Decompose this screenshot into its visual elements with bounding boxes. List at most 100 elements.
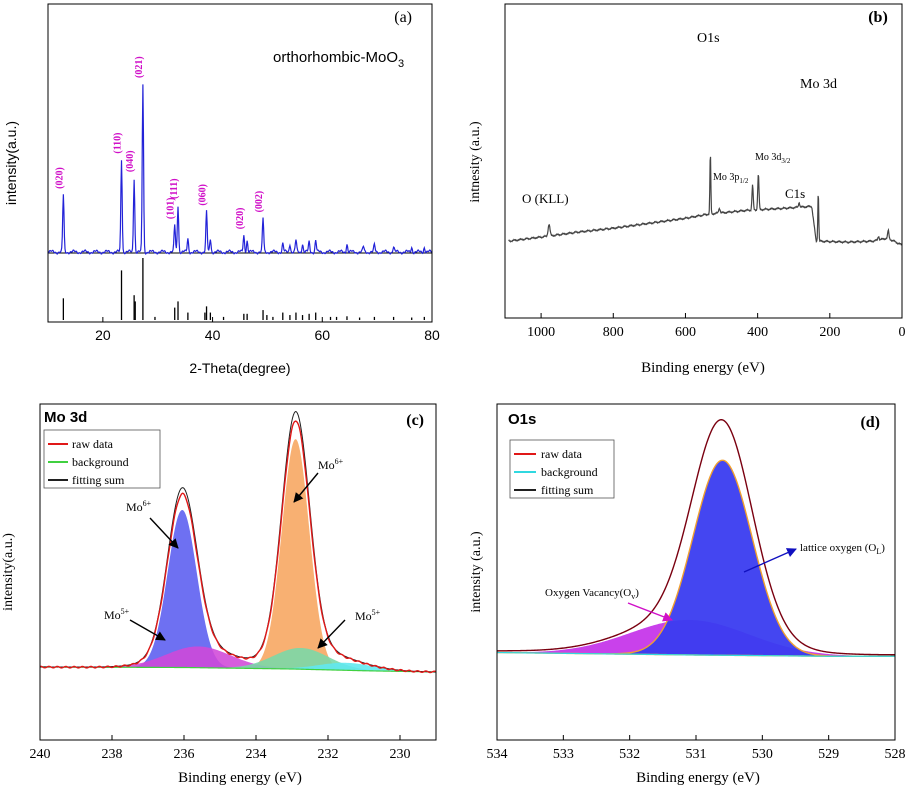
x-tick-label: 531 bbox=[686, 747, 707, 762]
legend-bg-label: background bbox=[541, 465, 598, 479]
x-tick-label: 0 bbox=[899, 325, 906, 340]
panel-a-xrd-pattern bbox=[48, 84, 432, 255]
label-oxygen-vacancy: Oxygen Vacancy(Ov) bbox=[545, 587, 639, 601]
panel-a-xlabel: 2-Theta(degree) bbox=[189, 360, 290, 376]
panel-b-label: (b) bbox=[868, 9, 888, 26]
x-tick-label: 534 bbox=[487, 747, 508, 762]
annotation-o-kll: O (KLL) bbox=[522, 191, 569, 206]
legend-bg-label: background bbox=[72, 455, 129, 469]
hkl-label: (002) bbox=[254, 191, 265, 213]
panel-a-frame bbox=[47, 3, 433, 323]
hkl-label: (111) bbox=[169, 178, 180, 199]
x-tick-label: 530 bbox=[752, 747, 773, 762]
x-tick-label: 20 bbox=[95, 327, 111, 343]
x-tick-label: 200 bbox=[819, 325, 840, 340]
panel-d-fitting-sum-line bbox=[497, 419, 895, 656]
x-tick-label: 528 bbox=[885, 747, 906, 762]
panel-b-xlabel: Binding energy (eV) bbox=[641, 360, 765, 376]
panel-c-x-ticks: 240 238 236 234 232 230 bbox=[30, 735, 411, 762]
x-tick-label: 533 bbox=[553, 747, 574, 762]
panel-a-plot: (020) (110)(040) (021) (101)(111) (060) (020)… bbox=[48, 56, 432, 320]
legend-box bbox=[43, 429, 161, 489]
panel-d-plot bbox=[497, 419, 895, 657]
legend-sum-label: fitting sum bbox=[541, 483, 594, 497]
label-mo5-right: Mo5+ bbox=[355, 608, 381, 623]
panel-c-raw-data-line bbox=[40, 420, 436, 674]
panel-c-legend: raw data background fitting sum bbox=[43, 429, 161, 489]
label-mo6-right: Mo6+ bbox=[318, 457, 344, 472]
panel-b-ylabel: intnesity (a.u.) bbox=[468, 121, 483, 203]
panel-b-x-ticks: 1000 800 600 400 200 0 bbox=[527, 313, 906, 340]
arrow-lattice-oxygen bbox=[743, 548, 797, 573]
component-fill-0 bbox=[40, 510, 436, 672]
hkl-label: (040) bbox=[125, 150, 136, 172]
panel-a-title: orthorhombic-MoO3 bbox=[273, 49, 404, 70]
panel-d: 534 533 532 531 530 529 528 O1s (d) Binding en… bbox=[469, 403, 906, 786]
x-tick-label: 234 bbox=[246, 747, 267, 762]
legend-raw-label: raw data bbox=[72, 437, 114, 451]
label-mo6-left: Mo6+ bbox=[126, 499, 152, 514]
hkl-label: (110) bbox=[113, 132, 124, 153]
x-tick-label: 529 bbox=[818, 747, 839, 762]
hkl-label: (020) bbox=[54, 167, 65, 189]
x-tick-label: 60 bbox=[314, 327, 330, 343]
x-tick-label: 800 bbox=[603, 325, 624, 340]
x-tick-label: 40 bbox=[205, 327, 221, 343]
panel-d-x-ticks: 534 533 532 531 530 529 528 bbox=[487, 735, 906, 762]
panel-a-label: (a) bbox=[394, 9, 412, 26]
panel-d-ylabel: intensity (a.u.) bbox=[469, 531, 484, 613]
hkl-label: (060) bbox=[198, 184, 209, 206]
hkl-label: (101) bbox=[166, 197, 177, 219]
panel-a: (020) (110)(040) (021) (101)(111) (060) (020)… bbox=[3, 3, 440, 376]
x-tick-label: 230 bbox=[390, 747, 411, 762]
annotation-mo3p: Mo 3p1/2 bbox=[713, 172, 749, 185]
panel-c-xlabel: Binding energy (eV) bbox=[178, 770, 302, 786]
arrow-oxygen-vacancy bbox=[627, 602, 673, 622]
panel-d-title: O1s bbox=[508, 411, 536, 428]
annotation-mo3d: Mo 3d bbox=[800, 77, 837, 92]
annotation-o1s: O1s bbox=[697, 31, 720, 46]
panel-b-frame bbox=[504, 3, 903, 319]
panel-d-xlabel: Binding energy (eV) bbox=[636, 770, 760, 786]
hkl-label: (020) bbox=[235, 208, 246, 230]
component-fill-2 bbox=[40, 646, 436, 672]
panel-d-background-line bbox=[497, 651, 895, 657]
panel-b-plot bbox=[508, 156, 902, 246]
panel-c: 240 238 236 234 232 230 Mo 3d (c) Binding ene… bbox=[1, 403, 437, 786]
legend-box bbox=[509, 439, 615, 499]
panel-c-label: (c) bbox=[406, 412, 424, 429]
arrow-mo5-right bbox=[317, 619, 346, 649]
panel-c-title: Mo 3d bbox=[44, 409, 87, 426]
x-tick-label: 240 bbox=[30, 747, 51, 762]
x-tick-label: 236 bbox=[174, 747, 195, 762]
x-tick-label: 1000 bbox=[527, 325, 555, 340]
panel-d-label: (d) bbox=[860, 414, 880, 431]
panel-c-frame bbox=[39, 403, 437, 741]
x-tick-label: 532 bbox=[619, 747, 640, 762]
panel-b: 1000 800 600 400 200 0 (b) Binding energy (eV… bbox=[468, 3, 906, 376]
panel-a-reference-sticks bbox=[62, 258, 425, 320]
annotation-c1s: C1s bbox=[785, 186, 805, 201]
panel-c-ylabel: intensity(a.u.) bbox=[1, 533, 16, 611]
label-lattice-oxygen: lattice oxygen (OL) bbox=[800, 542, 885, 556]
panel-c-plot bbox=[40, 411, 436, 674]
x-tick-label: 600 bbox=[675, 325, 696, 340]
hkl-label: (021) bbox=[134, 56, 145, 78]
panel-a-ylabel: intensity(a.u.) bbox=[3, 121, 19, 205]
arrow-mo6-right bbox=[293, 472, 319, 503]
panel-a-x-ticks: 20 40 60 80 bbox=[95, 317, 440, 343]
x-tick-label: 238 bbox=[102, 747, 123, 762]
x-tick-label: 80 bbox=[424, 327, 440, 343]
legend-raw-label: raw data bbox=[541, 447, 583, 461]
arrow-mo6-left bbox=[149, 517, 179, 549]
label-mo5-left: Mo5+ bbox=[104, 607, 130, 622]
legend-sum-label: fitting sum bbox=[72, 473, 125, 487]
panel-a-hkl-labels: (020) (110)(040) (021) (101)(111) (060) (020)… bbox=[54, 56, 265, 229]
x-tick-label: 400 bbox=[747, 325, 768, 340]
panel-b-survey-spectrum bbox=[508, 156, 902, 246]
arrow-mo5-left bbox=[129, 619, 166, 641]
panel-d-legend: raw data background fitting sum bbox=[509, 439, 615, 499]
x-tick-label: 232 bbox=[318, 747, 339, 762]
annotation-mo3d32: Mo 3d3/2 bbox=[755, 152, 791, 165]
